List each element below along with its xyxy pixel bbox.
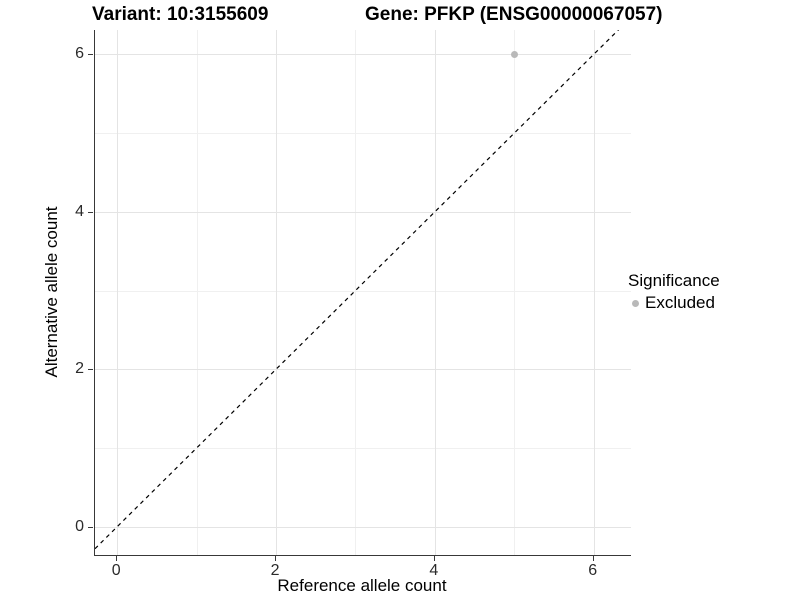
gridline-minor-horizontal [95,290,631,292]
gridline-major-vertical [434,30,436,555]
legend-title: Significance [628,271,720,290]
x-tick-label: 6 [588,562,598,579]
y-tick-mark [88,211,93,213]
x-tick-label: 4 [429,562,439,579]
gridline-major-vertical [276,30,278,555]
gridline-minor-vertical [355,30,357,555]
legend-item-label: Excluded [645,293,715,312]
y-tick-label: 6 [75,45,84,63]
plot-panel [94,30,631,556]
gridline-minor-vertical [514,30,516,555]
gridline-major-horizontal [95,369,631,371]
gridline-minor-horizontal [95,447,631,449]
plot-title-variant: Variant: 10:3155609 [92,4,269,25]
gridline-minor-vertical [196,30,198,555]
y-tick-mark [88,54,93,56]
y-tick-label: 2 [75,360,84,378]
gridline-major-vertical [117,30,119,555]
x-tick-mark [433,556,435,561]
plot-title-gene: Gene: PFKP (ENSG00000067057) [365,4,663,25]
data-point-excluded [510,50,518,58]
x-axis-title: Reference allele count [277,576,447,595]
y-tick-label: 0 [75,517,84,535]
x-tick-mark [116,556,118,561]
legend: Significance Excluded [628,271,720,313]
x-tick-label: 0 [111,562,121,579]
y-axis-title: Alternative allele count [42,206,61,378]
gridline-major-vertical [593,30,595,555]
gridline-major-horizontal [95,526,631,528]
legend-item-excluded: Excluded [628,293,720,313]
gridline-major-horizontal [95,54,631,56]
legend-point-icon [632,299,639,307]
x-tick-mark [592,556,594,561]
gridline-major-horizontal [95,211,631,213]
y-tick-mark [88,526,93,528]
identity-reference-line [95,30,620,550]
y-tick-mark [88,369,93,371]
gridline-minor-horizontal [95,133,631,135]
y-tick-label: 4 [75,202,84,220]
x-tick-mark [275,556,277,561]
x-tick-label: 2 [270,562,280,579]
